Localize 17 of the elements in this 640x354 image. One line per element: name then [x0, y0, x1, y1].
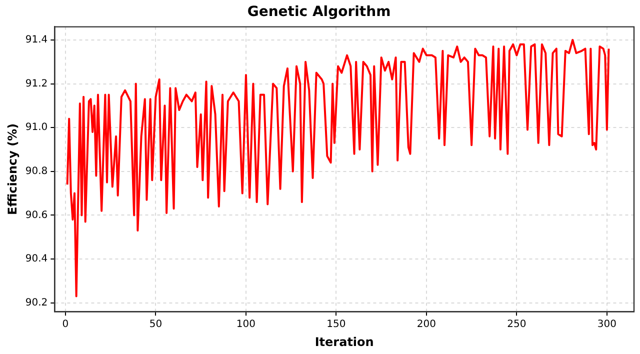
y-tick-label: 91.0: [25, 122, 48, 134]
x-tick-label: 50: [149, 319, 162, 330]
x-tick-label: 100: [236, 319, 256, 330]
y-tick-label: 90.4: [25, 254, 48, 265]
x-axis-title: Iteration: [314, 334, 374, 349]
y-tick-label: 90.2: [25, 297, 48, 308]
x-tick-label: 150: [326, 319, 346, 330]
y-tick-label: 90.8: [25, 166, 48, 177]
x-tick-label: 250: [507, 319, 526, 330]
chart-title: Genetic Algorithm: [247, 4, 391, 20]
x-tick-label: 0: [62, 319, 69, 330]
y-axis-title: Efficiency (%): [5, 123, 20, 215]
y-tick-label: 91.4: [25, 34, 48, 46]
x-tick-label: 200: [416, 319, 436, 330]
y-tick-label: 91.2: [25, 78, 48, 90]
y-tick-label: 90.6: [25, 210, 48, 221]
x-tick-label: 300: [597, 319, 616, 330]
